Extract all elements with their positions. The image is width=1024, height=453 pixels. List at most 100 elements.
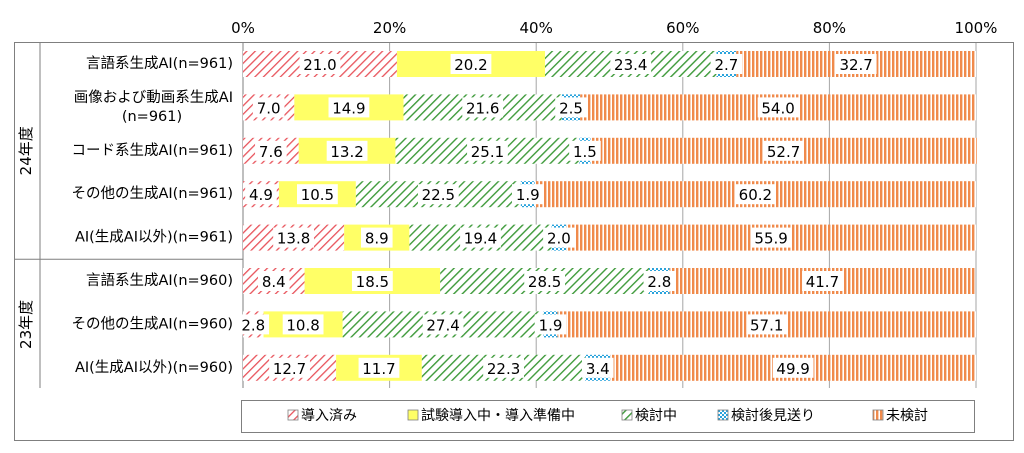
- data-label-bg: [467, 140, 508, 161]
- data-label: 57.1: [750, 316, 783, 334]
- x-tick-label: 0%: [231, 19, 255, 37]
- data-label: 25.1: [471, 143, 504, 161]
- data-label-bg: [511, 184, 544, 205]
- legend-swatch: [872, 409, 884, 421]
- data-label-bg: [296, 184, 338, 205]
- data-label: 10.8: [286, 316, 319, 334]
- x-tick-label: 60%: [666, 19, 699, 37]
- legend-label: 未検討: [886, 408, 928, 424]
- data-label-bg: [326, 140, 368, 161]
- data-label: 2.7: [714, 56, 738, 74]
- data-label: 2.8: [647, 273, 671, 291]
- data-label: 55.9: [754, 230, 787, 248]
- data-label-bg: [282, 314, 324, 335]
- group-label: 23年度: [17, 300, 35, 349]
- category-label: (n=961): [122, 109, 182, 125]
- data-labels: 21.0 20.2 23.4 2.7 32.7 7.0 14.9 21.6 2.5 54.0 7.6…: [237, 54, 877, 378]
- legend-swatch: [407, 409, 419, 421]
- data-label: 11.7: [362, 360, 395, 378]
- data-label: 27.4: [426, 316, 459, 334]
- data-label: 22.3: [487, 360, 520, 378]
- data-label-bg: [802, 271, 843, 291]
- data-label-bg: [763, 140, 804, 161]
- data-label-bg: [734, 184, 776, 205]
- data-label-bg: [581, 357, 614, 378]
- data-label-bg: [269, 357, 310, 378]
- x-tick-labels: 0% 20% 40% 60% 80% 100%: [231, 19, 997, 37]
- data-label: 8.4: [262, 273, 286, 291]
- data-label: 18.5: [356, 273, 389, 291]
- data-label-bg: [450, 54, 492, 74]
- legend-label: 検討後見送り: [731, 408, 815, 424]
- data-label-bg: [299, 54, 341, 74]
- legend-label: 導入済み: [301, 408, 357, 424]
- x-tick-label: 20%: [373, 19, 406, 37]
- group-label: 24年度: [17, 126, 35, 175]
- data-label: 12.7: [273, 360, 306, 378]
- data-label-bg: [245, 184, 277, 205]
- legend: 導入済み 試験導入中・導入準備中 検討中 検討後見送り 未検討: [241, 400, 975, 433]
- data-label: 60.2: [739, 186, 772, 204]
- data-label: 21.6: [466, 99, 499, 117]
- legend-swatch: [621, 409, 633, 421]
- data-label-bg: [257, 271, 290, 291]
- data-label: 19.4: [464, 230, 497, 248]
- data-label: 2.0: [547, 230, 571, 248]
- data-label: 14.9: [332, 99, 365, 117]
- data-label-bg: [328, 97, 370, 118]
- category-label: AI(生成AI以外)(n=961): [75, 229, 233, 246]
- data-label-bg: [610, 54, 652, 74]
- data-label: 2.5: [559, 99, 583, 117]
- data-label: 13.2: [330, 143, 363, 161]
- data-label: 4.9: [249, 186, 273, 204]
- category-label: その他の生成AI(n=961): [71, 185, 233, 202]
- data-label: 8.9: [365, 230, 389, 248]
- data-label-bg: [483, 357, 524, 378]
- data-label-bg: [643, 271, 676, 291]
- data-label: 21.0: [303, 56, 336, 74]
- data-label: 1.5: [573, 143, 597, 161]
- data-label: 7.0: [257, 99, 281, 117]
- data-label-bg: [252, 97, 285, 118]
- data-label: 52.7: [767, 143, 800, 161]
- legend-box: [241, 400, 975, 433]
- data-label: 1.9: [516, 186, 540, 204]
- legend-swatch: [287, 409, 299, 421]
- data-label: 1.9: [539, 316, 563, 334]
- data-label-bg: [360, 227, 393, 248]
- data-label: 22.5: [422, 186, 455, 204]
- data-label: 54.0: [761, 99, 794, 117]
- data-label-bg: [569, 140, 601, 161]
- data-label: 23.4: [614, 56, 647, 74]
- data-label: 10.5: [301, 186, 334, 204]
- data-label: 3.4: [586, 360, 610, 378]
- data-label-bg: [358, 357, 400, 378]
- data-label-bg: [524, 271, 566, 291]
- data-label-bg: [273, 227, 314, 248]
- x-tick-label: 40%: [520, 19, 553, 37]
- x-tick-label: 100%: [955, 19, 998, 37]
- data-label: 2.8: [241, 316, 265, 334]
- data-label-bg: [422, 314, 464, 335]
- data-label-bg: [710, 54, 743, 74]
- x-tick-label: 80%: [813, 19, 846, 37]
- data-label-bg: [351, 271, 393, 291]
- data-label-bg: [543, 227, 575, 248]
- data-label-bg: [460, 227, 501, 248]
- legend-label: 検討中: [635, 408, 677, 424]
- data-label: 20.2: [454, 56, 487, 74]
- data-label: 28.5: [528, 273, 561, 291]
- data-label-bg: [750, 227, 792, 248]
- data-label-bg: [757, 97, 799, 118]
- data-label-bg: [772, 357, 814, 378]
- data-label-bg: [835, 54, 877, 74]
- data-label-bg: [746, 314, 788, 335]
- category-label: コード系生成AI(n=961): [71, 142, 233, 159]
- data-label-bg: [555, 97, 587, 118]
- data-label: 7.6: [259, 143, 283, 161]
- category-label: 言語系生成AI(n=961): [86, 55, 233, 72]
- data-label-bg: [417, 184, 459, 205]
- data-label-bg: [237, 314, 270, 335]
- chart-frame: [14, 42, 1014, 441]
- data-label: 41.7: [806, 273, 839, 291]
